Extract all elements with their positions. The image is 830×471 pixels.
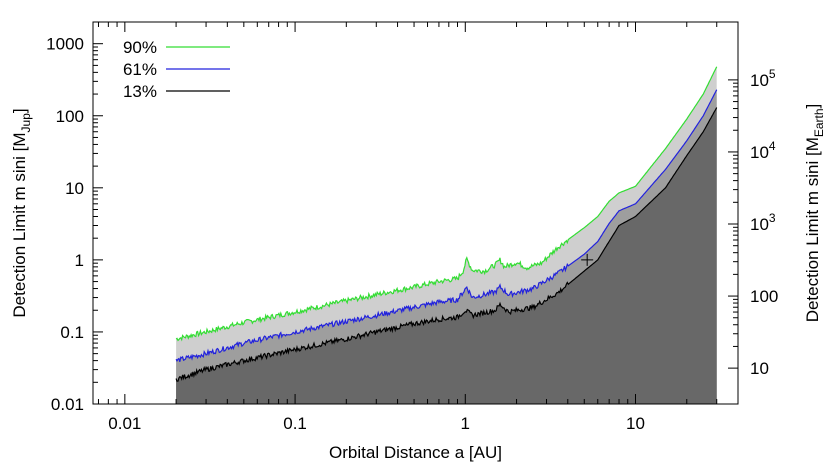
y-tick-label: 10 (65, 179, 84, 198)
y-axis-label: Detection Limit m sini [MJup] (10, 108, 33, 317)
x-tick-label: 0.1 (283, 414, 307, 433)
y-tick-label: 100 (56, 107, 84, 126)
x-axis-label: Orbital Distance a [AU] (329, 443, 502, 462)
y2-axis-label: Detection Limit m sini [MEarth] (803, 104, 826, 323)
y-tick-label: 0.1 (60, 323, 84, 342)
x-tick-label: 0.01 (108, 414, 141, 433)
area-fill-2 (176, 107, 717, 404)
y2-tick-label: 105 (750, 67, 776, 90)
plot-frame (92, 21, 739, 405)
y2-tick-label: 10 (750, 359, 769, 378)
series-line-0 (175, 66, 718, 342)
y2-tick-label: 100 (750, 287, 778, 306)
x-tick-label: 1 (461, 414, 470, 433)
y2-tick-label: 103 (750, 211, 776, 234)
series-line-2 (175, 107, 718, 382)
x-tick-label: 10 (626, 414, 645, 433)
y-tick-label: 0.01 (51, 395, 84, 414)
y2-tick-label: 104 (750, 139, 776, 162)
y-tick-label: 1000 (46, 35, 84, 54)
legend-label-2: 13% (123, 82, 157, 101)
legend-label-1: 61% (123, 60, 157, 79)
y-tick-label: 1 (75, 251, 84, 270)
legend-label-0: 90% (123, 38, 157, 57)
series-line-1 (175, 89, 718, 362)
